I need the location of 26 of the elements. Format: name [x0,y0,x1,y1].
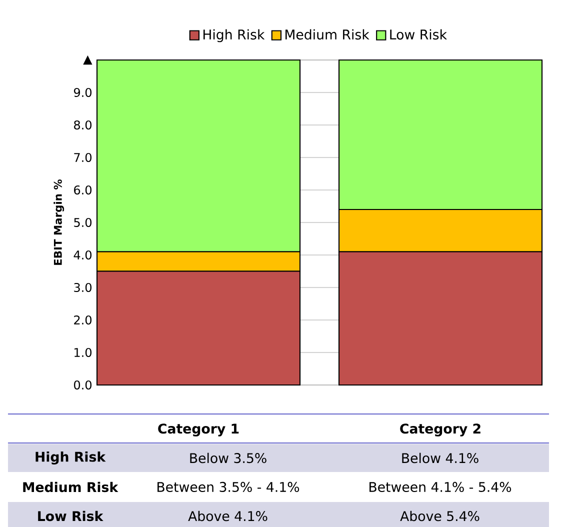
legend-label: High Risk [203,29,265,42]
y-tick-label: 0.0 [74,380,92,390]
y-tick-label: 5.0 [74,218,92,228]
text: Between 4.1% - 5.4% [370,482,512,492]
x-tick-label: Category 2 [400,424,480,436]
text: Low Risk [38,510,104,522]
y-tick-label: ▲ [83,55,92,65]
text: Below 3.5% [190,452,266,464]
y-tick-label: 7.0 [74,152,92,162]
y-tick-label: 9.0 [74,88,92,98]
y-tick-label: 4.0 [74,250,92,260]
text: Above 5.4% [400,510,480,522]
text: Below 4.1% [402,452,478,464]
y-tick-label: 1.0 [74,348,92,358]
text: Between 3.5% - 4.1% [158,482,300,492]
y-tick-label: 2.0 [74,315,92,325]
y-axis-title: EBIT Margin % [54,179,64,265]
y-tick-label: 6.0 [74,185,92,195]
y-tick-label: 3.0 [74,282,92,292]
y-tick-label: 8.0 [74,120,92,130]
x-tick-label: Category 1 [158,424,239,436]
text: Medium Risk [23,482,118,492]
text: High Risk [36,451,106,464]
text: Above 4.1% [188,510,268,522]
legend-label: Medium Risk [286,29,370,40]
legend-label: Low Risk [390,29,447,40]
